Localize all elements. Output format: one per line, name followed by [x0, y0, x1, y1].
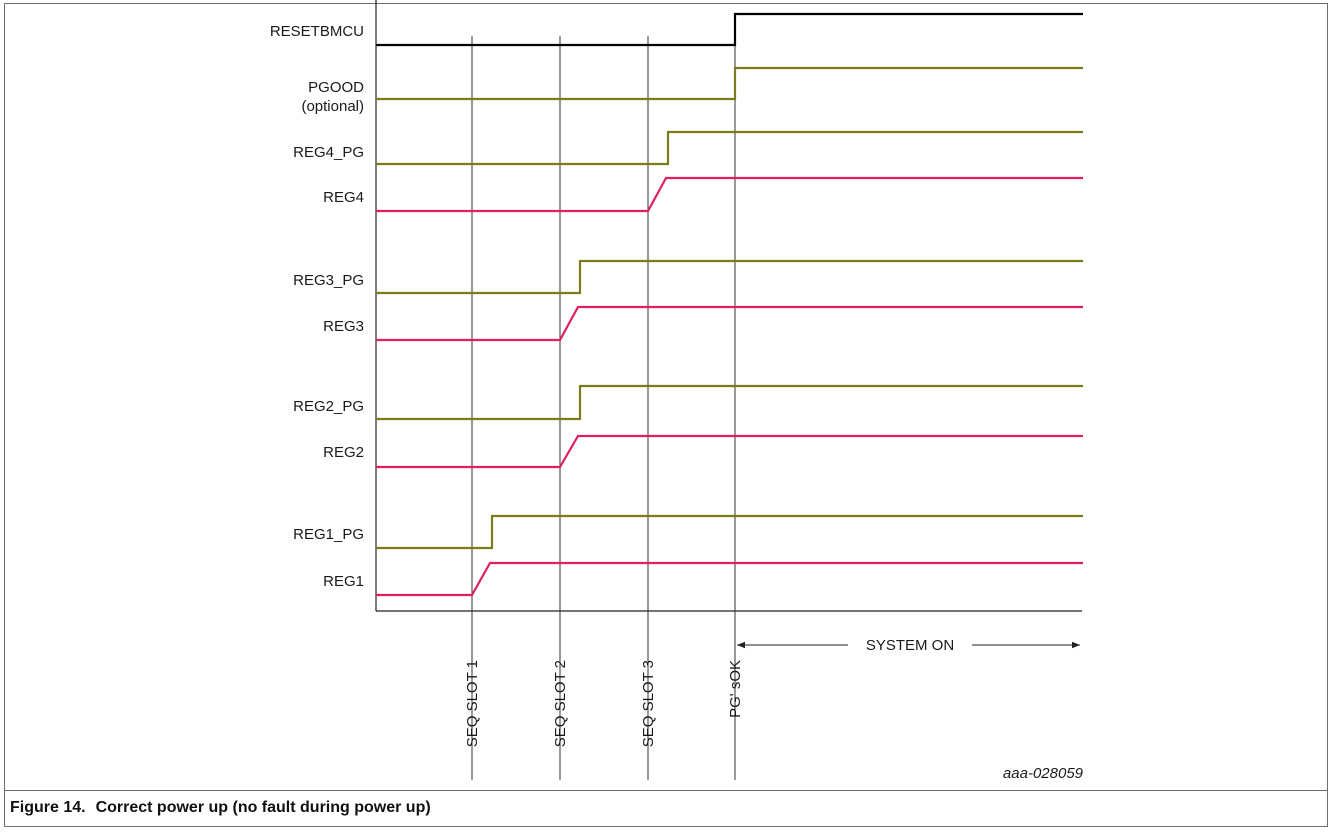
system-on-label: SYSTEM ON — [866, 637, 954, 654]
trace-reg2 — [376, 434, 1083, 469]
figure-caption: Figure 14. Correct power up (no fault dur… — [10, 799, 431, 817]
signal-labels: RESETBMCU PGOOD (optional) REG4_PG REG4 REG3_… — [270, 23, 364, 590]
signal-label-reg1-pg: REG1_PG — [293, 526, 364, 543]
trace-reg3 — [376, 305, 1083, 342]
signal-label-reg1: REG1 — [323, 573, 364, 590]
signal-label-resetbmcu: RESETBMCU — [270, 23, 364, 40]
figure-frame — [4, 3, 1328, 827]
marker-label-seq-slot-3: SEQ SLOT 3 — [640, 660, 657, 747]
timing-diagram: SEQ SLOT 1 SEQ SLOT 2 SEQ SLOT 3 PG' sOK RE… — [270, 0, 1084, 782]
document-id: aaa-028059 — [1003, 765, 1084, 782]
sequence-markers: SEQ SLOT 1 SEQ SLOT 2 SEQ SLOT 3 PG' sOK — [464, 36, 744, 780]
signal-label-pgood: PGOOD — [308, 79, 364, 96]
signal-label-reg4-pg: REG4_PG — [293, 144, 364, 161]
trace-reg4-pg — [376, 130, 1083, 166]
trace-reg1 — [376, 561, 1083, 597]
signal-label-pgood-sub: (optional) — [301, 98, 364, 115]
caption-divider — [4, 790, 1328, 791]
figure-number: Figure 14. — [10, 799, 86, 816]
signal-label-reg4: REG4 — [323, 189, 364, 206]
trace-reg4 — [376, 176, 1083, 213]
trace-reg3-pg — [376, 259, 1083, 295]
signal-label-reg2: REG2 — [323, 444, 364, 461]
trace-resetbmcu — [376, 12, 1083, 47]
trace-reg1-pg — [376, 514, 1083, 550]
axes — [375, 0, 1082, 612]
signal-label-reg3: REG3 — [323, 318, 364, 335]
system-on-span: SYSTEM ON — [737, 637, 1080, 654]
figure-title: Correct power up (no fault during power … — [95, 799, 431, 816]
trace-reg2-pg — [376, 384, 1083, 421]
signal-label-reg3-pg: REG3_PG — [293, 272, 364, 289]
marker-label-seq-slot-2: SEQ SLOT 2 — [552, 660, 569, 747]
marker-label-seq-slot-1: SEQ SLOT 1 — [464, 660, 481, 747]
signal-label-reg2-pg: REG2_PG — [293, 398, 364, 415]
marker-label-pgs-ok: PG' sOK — [727, 660, 744, 718]
signal-traces — [376, 12, 1083, 597]
trace-pgood — [376, 66, 1083, 101]
